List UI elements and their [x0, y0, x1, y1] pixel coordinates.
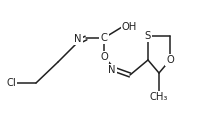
Text: C: C	[101, 33, 108, 43]
Text: O: O	[166, 55, 174, 65]
Text: O: O	[100, 52, 108, 62]
Text: N: N	[109, 65, 116, 75]
Text: CH₃: CH₃	[150, 92, 168, 102]
Text: N: N	[75, 34, 82, 44]
Text: Cl: Cl	[6, 78, 16, 88]
Text: OH: OH	[122, 22, 137, 32]
Text: S: S	[145, 31, 151, 41]
